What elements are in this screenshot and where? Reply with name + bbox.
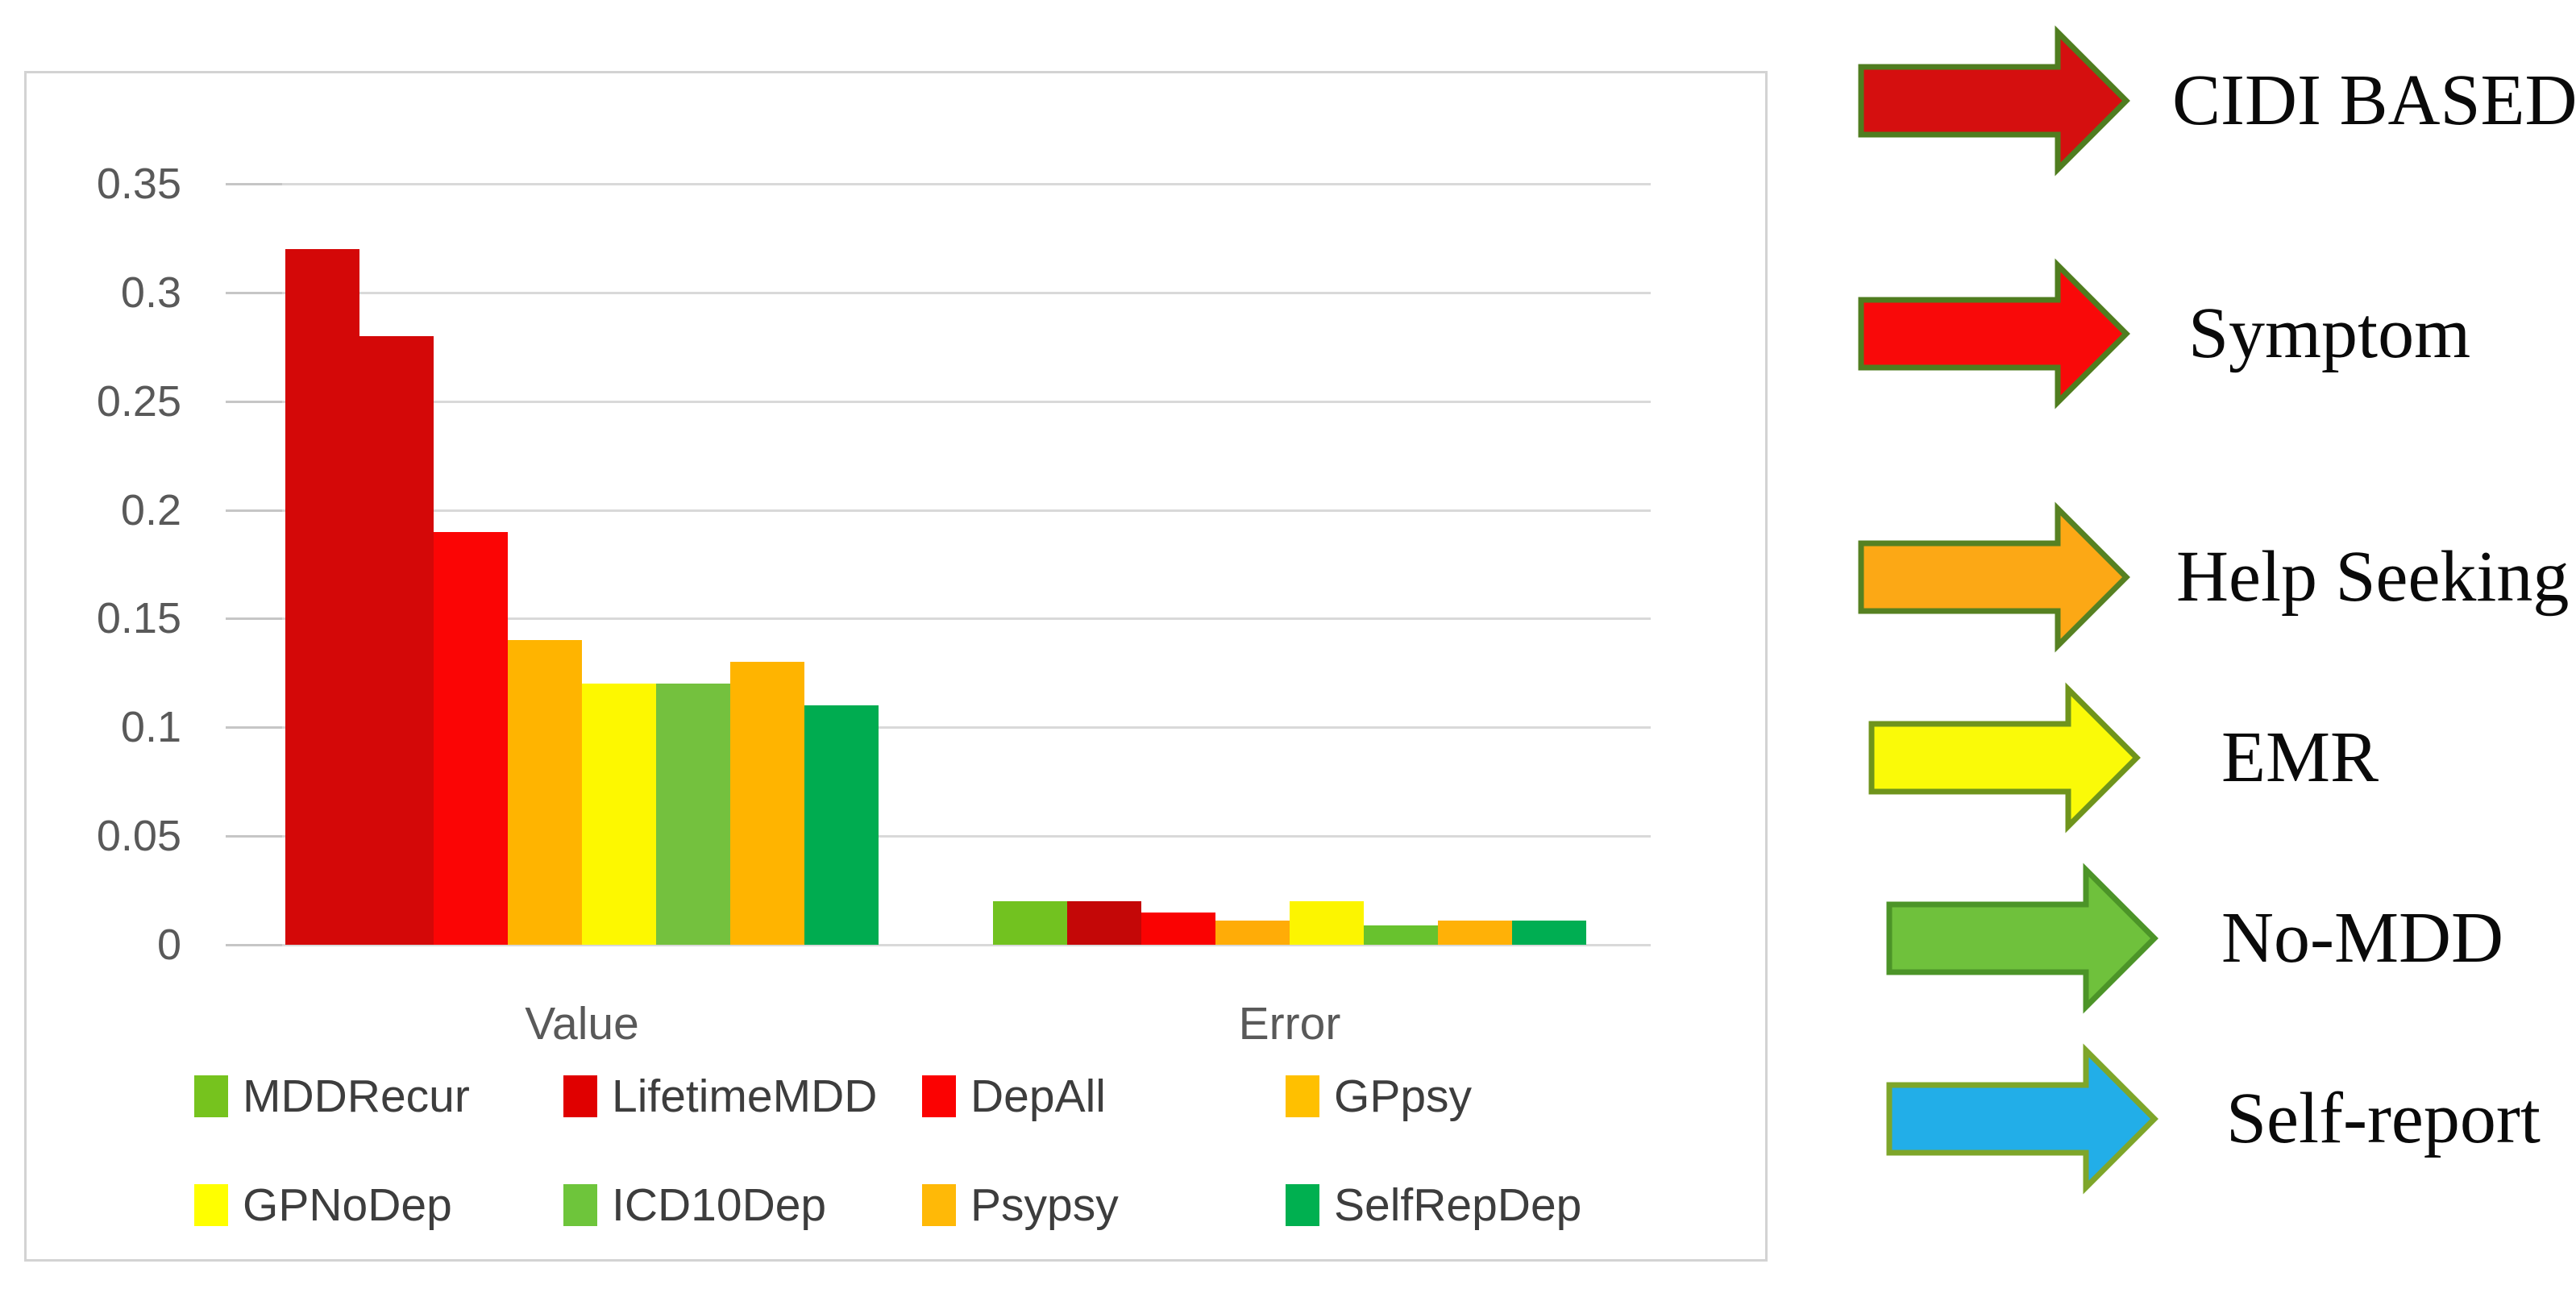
category-label: Error (1238, 998, 1341, 1050)
arrow-icon (1858, 501, 2130, 653)
category-label: Value (525, 998, 639, 1050)
arrow-legend-item (1858, 501, 2132, 654)
y-axis-tick-label: 0.1 (120, 703, 181, 752)
legend-label: SelfRepDep (1334, 1179, 1582, 1231)
y-axis-tick-label: 0.3 (120, 268, 181, 317)
tick-mark (226, 835, 282, 838)
gridline (226, 400, 1651, 403)
legend-label: MDDRecur (243, 1071, 470, 1122)
arrow-legend-label: CIDI BASED (2172, 60, 2576, 140)
bar-error-LifetimeMDD (1067, 901, 1141, 945)
arrow-icon (1886, 1043, 2158, 1195)
arrow-shape (1858, 25, 2130, 177)
legend-swatch (563, 1184, 597, 1226)
tick-mark (226, 291, 282, 294)
legend-swatch (563, 1075, 597, 1117)
legend-swatch (1286, 1075, 1319, 1117)
legend-swatch (922, 1075, 956, 1117)
bar-error-GPpsy (1215, 921, 1290, 945)
y-axis-tick-label: 0.05 (96, 812, 181, 861)
y-axis-tick-label: 0.35 (96, 160, 181, 208)
arrow-legend-label: Symptom (2188, 293, 2471, 373)
y-axis-tick-label: 0.15 (96, 594, 181, 643)
bar-value-MDDRecur (285, 248, 359, 945)
tick-mark (226, 509, 282, 512)
legend-label: LifetimeMDD (612, 1071, 878, 1122)
legend-label: DepAll (970, 1071, 1106, 1122)
bar-error-ICD10Dep (1364, 925, 1438, 945)
bar-value-LifetimeMDD (359, 335, 434, 945)
arrow-legend-item (1858, 24, 2132, 177)
arrow-legend-item (1858, 257, 2132, 410)
arrow-legend-label: No-MDD (2221, 898, 2503, 978)
arrow-legend-label: Self-report (2226, 1079, 2541, 1158)
gridline (226, 183, 1651, 185)
bar-error-Psypsy (1438, 921, 1512, 945)
arrow-icon (1868, 682, 2141, 834)
tick-mark (226, 183, 282, 185)
legend-swatch (194, 1075, 228, 1117)
legend-label: ICD10Dep (612, 1179, 827, 1231)
gridline (226, 726, 1651, 730)
arrow-shape (1858, 258, 2130, 410)
bar-value-DepAll (434, 531, 508, 945)
legend-swatch (1286, 1184, 1319, 1226)
legend-swatch (194, 1184, 228, 1226)
arrow-icon (1858, 258, 2130, 410)
bar-value-Psypsy (730, 662, 804, 945)
legend-label: GPNoDep (243, 1179, 452, 1231)
bar-error-DepAll (1141, 912, 1215, 945)
arrow-shape (1868, 682, 2141, 834)
tick-mark (226, 400, 282, 403)
arrow-legend-item (1886, 862, 2160, 1015)
arrow-shape (1886, 1043, 2158, 1195)
tick-mark (226, 726, 282, 730)
bar-error-MDDRecur (993, 901, 1067, 945)
tick-mark (226, 617, 282, 621)
arrow-icon (1886, 863, 2158, 1014)
arrow-shape (1886, 863, 2158, 1014)
y-axis-tick-label: 0.2 (120, 485, 181, 534)
bar-value-GPNoDep (582, 684, 656, 945)
tick-mark (226, 944, 282, 946)
gridline (226, 944, 1651, 946)
bar-error-SelfRepDep (1512, 921, 1586, 945)
y-axis-tick-label: 0 (156, 921, 181, 969)
gridline (226, 617, 1651, 621)
bar-value-SelfRepDep (804, 705, 879, 945)
arrow-legend-item (1886, 1042, 2160, 1195)
gridline (226, 835, 1651, 838)
gridline (226, 509, 1651, 512)
arrow-legend-label: Help Seeking (2176, 537, 2570, 617)
legend-swatch (922, 1184, 956, 1226)
gridline (226, 291, 1651, 294)
arrow-legend-label: EMR (2221, 717, 2379, 797)
arrow-shape (1858, 501, 2130, 653)
bar-value-GPpsy (508, 640, 582, 945)
y-axis-tick-label: 0.25 (96, 376, 181, 426)
bar-error-GPNoDep (1290, 901, 1364, 945)
bar-value-ICD10Dep (656, 684, 730, 945)
legend-label: GPpsy (1334, 1071, 1473, 1122)
legend-label: Psypsy (970, 1179, 1119, 1231)
arrow-icon (1858, 25, 2130, 177)
arrow-legend-item (1868, 681, 2142, 834)
